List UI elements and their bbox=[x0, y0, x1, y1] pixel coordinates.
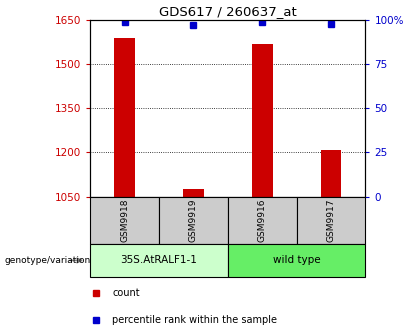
Text: 35S.AtRALF1-1: 35S.AtRALF1-1 bbox=[121, 255, 197, 265]
Bar bbox=[252, 44, 273, 197]
Title: GDS617 / 260637_at: GDS617 / 260637_at bbox=[159, 5, 297, 17]
Bar bbox=[183, 189, 204, 197]
Text: GSM9919: GSM9919 bbox=[189, 198, 198, 242]
Bar bbox=[114, 38, 135, 197]
Text: percentile rank within the sample: percentile rank within the sample bbox=[112, 316, 277, 326]
Bar bbox=[90, 244, 228, 277]
Bar bbox=[228, 244, 365, 277]
Bar bbox=[321, 150, 341, 197]
Text: wild type: wild type bbox=[273, 255, 320, 265]
Bar bbox=[159, 197, 228, 244]
Text: GSM9918: GSM9918 bbox=[120, 198, 129, 242]
Bar bbox=[90, 197, 159, 244]
Text: genotype/variation: genotype/variation bbox=[4, 256, 90, 265]
Text: GSM9917: GSM9917 bbox=[326, 198, 336, 242]
Bar bbox=[297, 197, 365, 244]
Bar bbox=[228, 197, 297, 244]
Text: GSM9916: GSM9916 bbox=[258, 198, 267, 242]
Text: count: count bbox=[112, 288, 140, 298]
